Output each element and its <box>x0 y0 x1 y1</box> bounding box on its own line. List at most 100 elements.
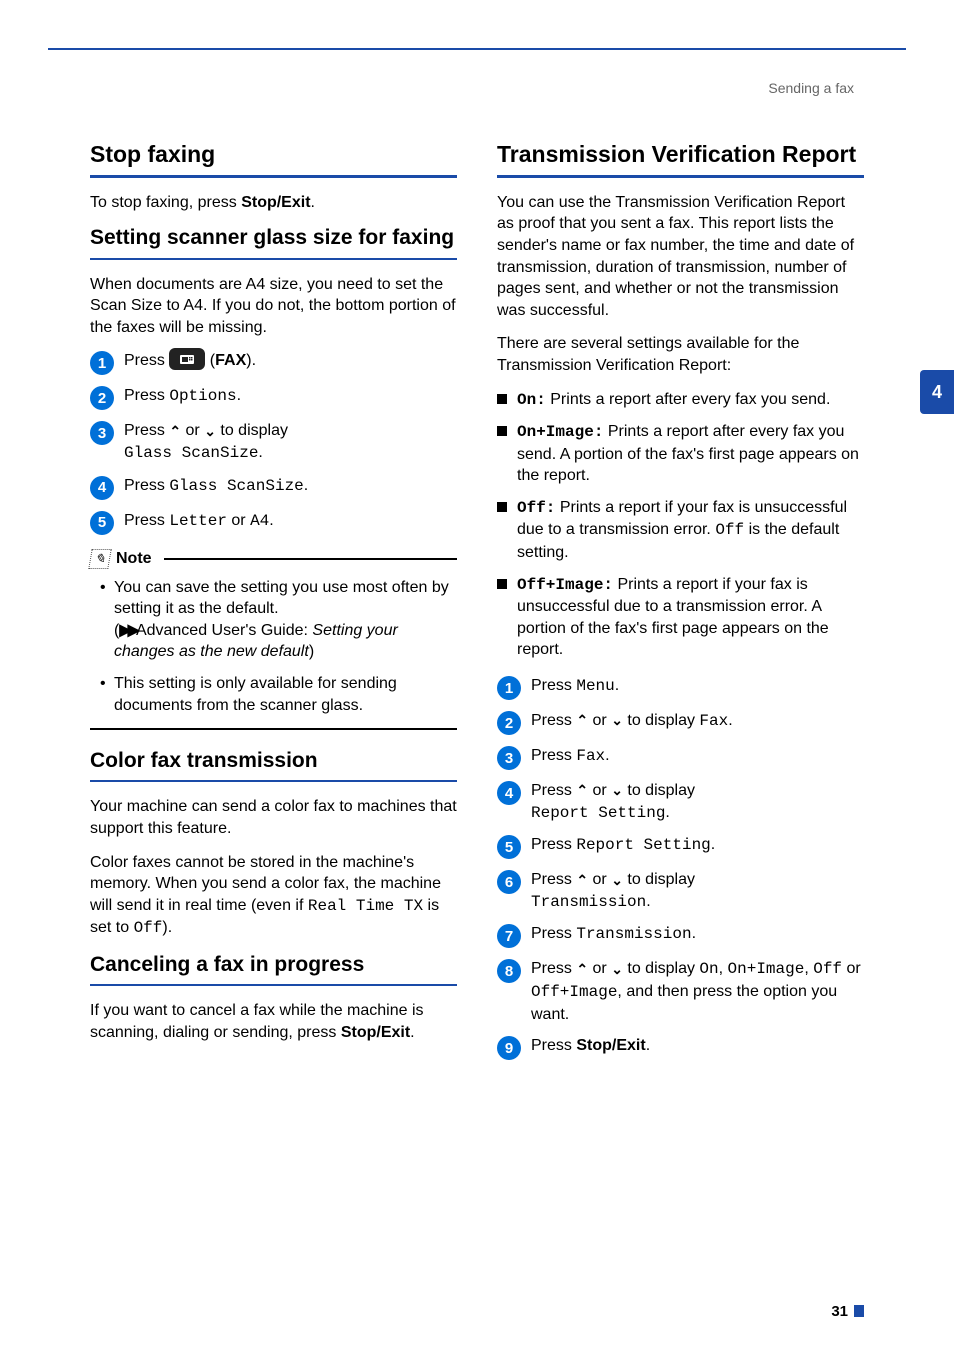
text: Press <box>124 477 169 494</box>
text: Press <box>531 782 576 799</box>
color-fax-para2: Color faxes cannot be stored in the mach… <box>90 852 457 940</box>
note-rule <box>164 558 457 560</box>
text: . <box>711 836 715 853</box>
step-number-icon: 7 <box>497 924 521 948</box>
fax-label: FAX <box>215 353 246 370</box>
up-arrow-icon: ⌃ <box>169 422 181 441</box>
step-9: 9 Press Stop/Exit. <box>497 1035 864 1060</box>
text: to display <box>623 782 695 799</box>
note-icon: ✎ <box>88 549 112 569</box>
step-number-icon: 4 <box>497 781 521 805</box>
step-body: Press (FAX). <box>124 350 457 372</box>
stop-exit-label: Stop/Exit <box>241 194 310 211</box>
step-8: 8 Press ⌃ or ⌄ to display On, On+Image, … <box>497 958 864 1025</box>
step-body: Press ⌃ or ⌄ to display On, On+Image, Of… <box>531 958 864 1025</box>
text: , <box>804 960 813 977</box>
up-arrow-icon: ⌃ <box>576 711 588 730</box>
text: or <box>227 512 250 529</box>
text: Press <box>531 712 576 729</box>
note-label: Note <box>116 550 152 568</box>
option-on-image: On+Image: Prints a report after every fa… <box>497 421 864 487</box>
note-list: You can save the setting you use most of… <box>100 577 457 717</box>
heading-rule <box>90 175 457 178</box>
option-code: On: <box>517 391 546 409</box>
stop-faxing-para: To stop faxing, press Stop/Exit. <box>90 192 457 214</box>
text: . <box>237 387 241 404</box>
text: ( <box>205 353 215 370</box>
text: Press <box>124 512 169 529</box>
heading-cancel-fax: Canceling a fax in progress <box>90 952 457 978</box>
stop-exit-label: Stop/Exit <box>576 1037 645 1054</box>
text: Press <box>531 677 576 694</box>
scan-size-intro: When documents are A4 size, you need to … <box>90 274 457 339</box>
running-header: Sending a fax <box>768 80 854 96</box>
text: . <box>615 677 619 694</box>
text: . <box>646 893 650 910</box>
step-number-icon: 2 <box>90 386 114 410</box>
heading-stop-faxing: Stop faxing <box>90 140 457 169</box>
transmission-label: Transmission <box>531 893 646 911</box>
on-image-option: On+Image <box>728 960 805 978</box>
text: ) <box>309 643 314 660</box>
options-key: Options <box>169 387 236 405</box>
text: , <box>719 960 728 977</box>
heading-rule <box>90 984 457 986</box>
page-number: 31 <box>831 1303 864 1320</box>
step-body: Press ⌃ or ⌄ to display Report Setting. <box>531 780 864 824</box>
step-body: Press Letter or A4. <box>124 510 457 533</box>
text: Press <box>531 836 576 853</box>
page-content: Stop faxing To stop faxing, press Stop/E… <box>90 140 864 1290</box>
step-number-icon: 5 <box>90 511 114 535</box>
text: to display <box>623 712 699 729</box>
fax-menu: Fax <box>699 712 728 730</box>
chapter-tab: 4 <box>920 370 954 414</box>
text: Press <box>531 1037 576 1054</box>
fax-key: Fax <box>576 747 605 765</box>
text: Advanced User's Guide: <box>136 622 312 639</box>
text: . <box>646 1037 650 1054</box>
step-body: Press ⌃ or ⌄ to display Transmission. <box>531 869 864 913</box>
step-2: 2 Press ⌃ or ⌄ to display Fax. <box>497 710 864 735</box>
up-arrow-icon: ⌃ <box>576 960 588 979</box>
down-arrow-icon: ⌄ <box>611 781 623 800</box>
down-arrow-icon: ⌄ <box>204 422 216 441</box>
step-body: Press Fax. <box>531 745 864 768</box>
step-1: 1 Press (FAX). <box>90 350 457 375</box>
step-5: 5 Press Letter or A4. <box>90 510 457 535</box>
step-body: Press ⌃ or ⌄ to display Fax. <box>531 710 864 733</box>
text: . <box>269 512 273 529</box>
heading-rule <box>497 175 864 178</box>
a4-option: A4 <box>250 512 269 530</box>
option-text: On+Image: Prints a report after every fa… <box>517 421 864 487</box>
realtime-tx-label: Real Time TX <box>308 897 423 915</box>
text: ). <box>246 353 256 370</box>
text: Press <box>531 747 576 764</box>
report-setting-key: Report Setting <box>576 836 710 854</box>
note-item: This setting is only available for sendi… <box>100 673 457 716</box>
option-off-image: Off+Image: Prints a report if your fax i… <box>497 574 864 661</box>
heading-rule <box>90 780 457 782</box>
text: or <box>181 422 204 439</box>
up-arrow-icon: ⌃ <box>576 871 588 890</box>
step-number-icon: 3 <box>90 421 114 445</box>
text: ). <box>162 919 172 936</box>
on-option: On <box>699 960 718 978</box>
heading-tvr: Transmission Verification Report <box>497 140 864 169</box>
text: to display <box>216 422 288 439</box>
tvr-intro2: There are several settings available for… <box>497 333 864 376</box>
step-body: Press Menu. <box>531 675 864 698</box>
text: Press <box>531 925 576 942</box>
step-number-icon: 1 <box>90 351 114 375</box>
option-code: On+Image: <box>517 423 603 441</box>
up-arrow-icon: ⌃ <box>576 781 588 800</box>
text: . <box>605 747 609 764</box>
heading-scan-size: Setting scanner glass size for faxing <box>90 225 457 251</box>
step-5: 5 Press Report Setting. <box>497 834 864 859</box>
option-text: Off+Image: Prints a report if your fax i… <box>517 574 864 661</box>
step-number-icon: 4 <box>90 476 114 500</box>
text: Press <box>531 960 576 977</box>
page-number-value: 31 <box>831 1303 848 1320</box>
step-3: 3 Press ⌃ or ⌄ to display Glass ScanSize… <box>90 420 457 464</box>
text: . <box>258 444 262 461</box>
text: to display <box>623 871 695 888</box>
